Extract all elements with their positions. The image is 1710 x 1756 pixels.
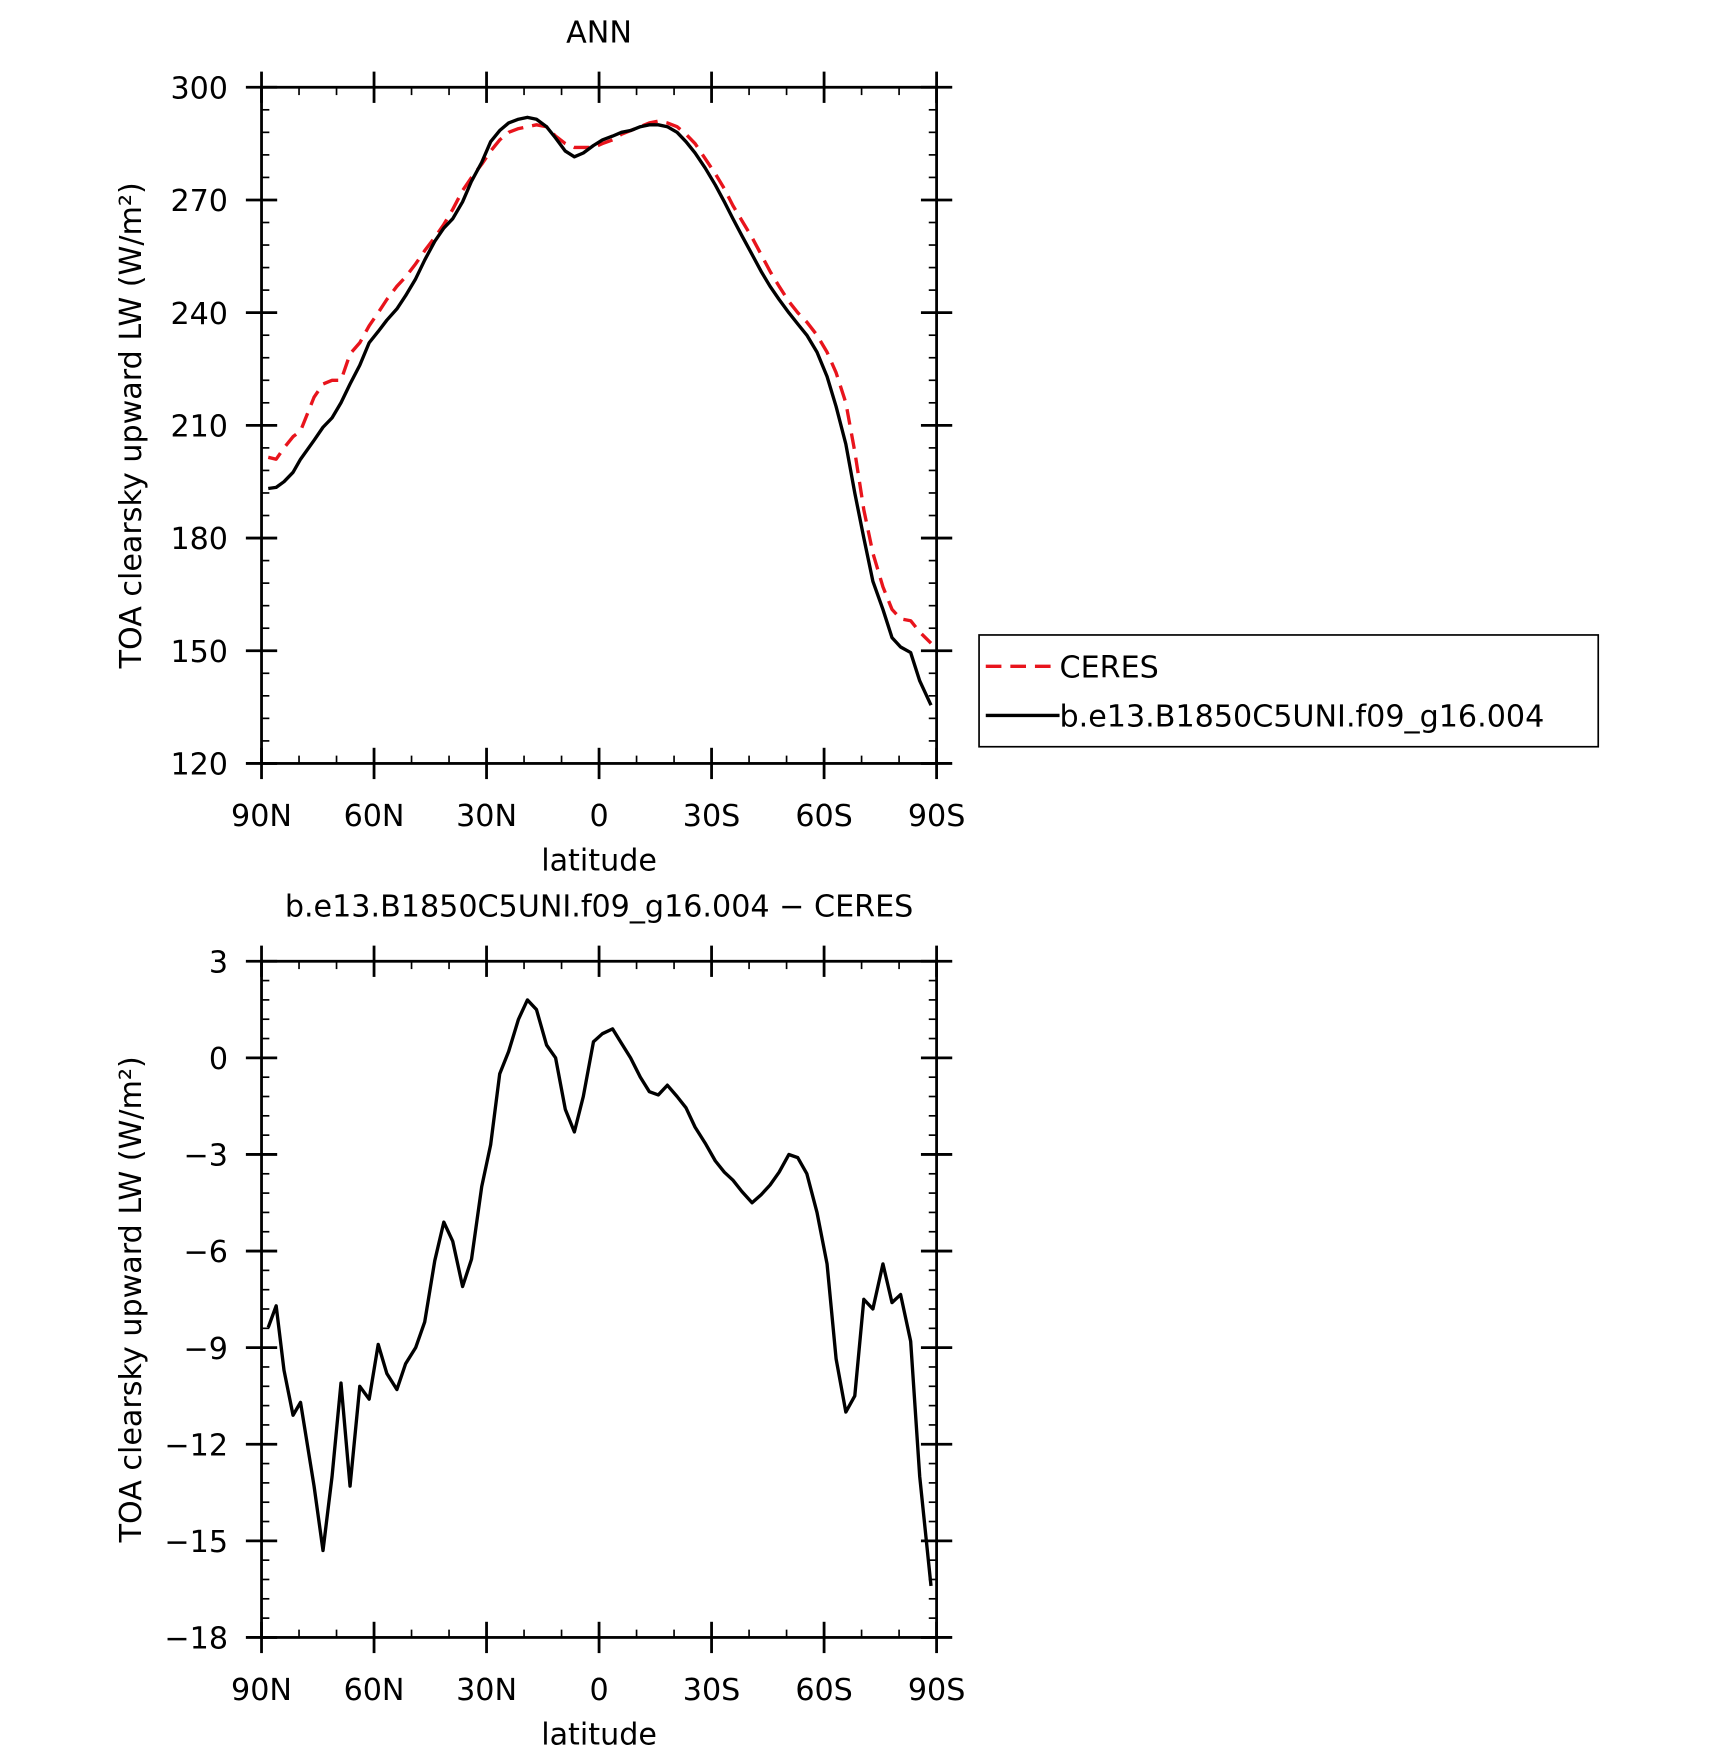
- y-tick-label: 210: [170, 410, 228, 445]
- x-tick-label: 60N: [344, 799, 405, 834]
- series-line: [267, 119, 933, 645]
- y-tick-label: 240: [170, 297, 228, 332]
- y-axis-label: TOA clearsky upward LW (W/m²): [114, 182, 149, 669]
- y-tick-label: 3: [209, 945, 228, 980]
- y-axis-label: TOA clearsky upward LW (W/m²): [114, 1056, 149, 1543]
- x-tick-label: 0: [589, 799, 608, 834]
- y-tick-label: −6: [184, 1235, 228, 1270]
- legend-label: b.e13.B1850C5UNI.f09_g16.004: [1060, 700, 1545, 735]
- chart-title: ANN: [566, 16, 632, 51]
- series-line: [268, 115, 933, 706]
- y-tick-label: 150: [170, 635, 228, 670]
- x-tick-label: 30N: [456, 1673, 517, 1708]
- x-tick-label: 60S: [795, 1673, 853, 1708]
- y-tick-label: −12: [164, 1428, 228, 1463]
- x-tick-label: 90N: [231, 1673, 292, 1708]
- y-tick-label: 300: [170, 71, 228, 106]
- x-axis-label: latitude: [541, 1718, 657, 1753]
- chart-title: b.e13.B1850C5UNI.f09_g16.004 − CERES: [285, 890, 913, 925]
- plot-frame: [260, 85, 938, 765]
- y-tick-label: −3: [184, 1139, 228, 1174]
- series-line: [266, 998, 933, 1587]
- y-tick-label: 180: [170, 522, 228, 557]
- x-tick-label: 30S: [683, 799, 741, 834]
- plot-frame: [260, 959, 938, 1639]
- x-tick-label: 30N: [456, 799, 517, 834]
- legend-label: CERES: [1060, 650, 1159, 685]
- y-tick-label: 120: [170, 748, 228, 783]
- x-tick-label: 60N: [344, 1673, 405, 1708]
- x-axis-label: latitude: [541, 844, 657, 879]
- y-tick-label: 0: [209, 1042, 228, 1077]
- y-tick-label: −15: [164, 1525, 228, 1560]
- x-tick-label: 0: [589, 1673, 608, 1708]
- y-tick-label: −18: [164, 1622, 228, 1657]
- x-tick-label: 90S: [908, 799, 966, 834]
- x-tick-label: 60S: [795, 799, 853, 834]
- legend-box: [978, 634, 1600, 748]
- x-tick-label: 90N: [231, 799, 292, 834]
- x-tick-label: 90S: [908, 1673, 966, 1708]
- x-tick-label: 30S: [683, 1673, 741, 1708]
- y-tick-label: 270: [170, 184, 228, 219]
- y-tick-label: −9: [184, 1332, 228, 1367]
